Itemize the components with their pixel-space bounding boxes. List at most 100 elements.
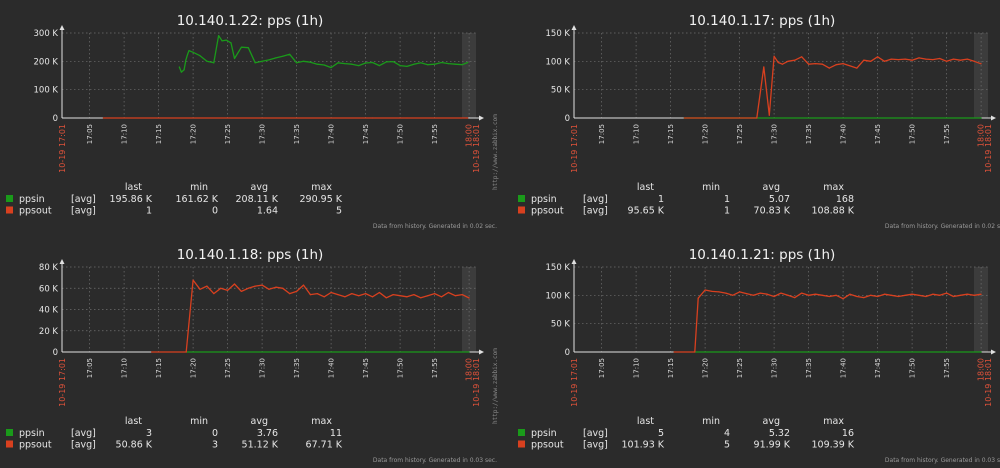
data-point-ppsout bbox=[814, 63, 817, 65]
data-point-ppsout bbox=[959, 294, 961, 296]
generated-time: Generated in 0.03 sec. bbox=[939, 457, 1000, 464]
y-tick-label: 0 bbox=[565, 114, 570, 124]
y-tick-label: 60 K bbox=[39, 284, 59, 294]
legend-agg: [avg] bbox=[71, 440, 96, 451]
data-point-ppsout bbox=[849, 65, 851, 67]
data-point-ppsin bbox=[221, 40, 223, 42]
legend-value-max: 16 bbox=[842, 428, 854, 439]
legend-value-last: 1 bbox=[146, 206, 152, 217]
data-point-ppsout bbox=[151, 351, 153, 353]
x-tick-label: 17:25 bbox=[224, 358, 232, 378]
legend-value-max: 168 bbox=[836, 194, 854, 205]
data-point-ppsout bbox=[781, 63, 783, 65]
x-tick-label: 17:15 bbox=[155, 124, 163, 144]
data-point-ppsout bbox=[711, 290, 713, 292]
x-tick-label: 17:20 bbox=[702, 124, 710, 144]
data-point-ppsout bbox=[814, 293, 817, 295]
data-point-ppsin bbox=[261, 60, 263, 62]
y-tick-label: 100 K bbox=[546, 57, 571, 67]
legend-value-avg: 70.83 K bbox=[754, 206, 791, 217]
y-tick-label: 80 K bbox=[39, 263, 59, 273]
legend-name: ppsin bbox=[531, 428, 557, 439]
legend-value-last: 50.86 K bbox=[116, 440, 153, 451]
data-point-ppsout bbox=[877, 56, 879, 58]
data-point-ppsout bbox=[365, 293, 367, 295]
data-point-ppsout bbox=[980, 293, 982, 295]
legend-value-max: 290.95 K bbox=[300, 194, 343, 205]
legend-swatch-ppsin bbox=[6, 195, 13, 202]
data-point-ppsout bbox=[399, 295, 401, 297]
data-point-ppsout bbox=[973, 60, 975, 62]
data-point-ppsout bbox=[911, 59, 913, 61]
data-point-ppsout bbox=[206, 285, 208, 287]
generated-time: Generated in 0.02 sec. bbox=[939, 223, 1000, 230]
legend-header-last: last bbox=[125, 182, 142, 193]
data-point-ppsin bbox=[323, 64, 325, 66]
y-tick-label: 150 K bbox=[546, 263, 571, 273]
data-point-ppsout bbox=[102, 117, 104, 119]
x-tick-label: 17:10 bbox=[121, 358, 129, 378]
data-point-ppsout bbox=[247, 287, 249, 289]
legend-swatch-ppsin bbox=[6, 429, 13, 436]
data-point-ppsin bbox=[434, 63, 436, 65]
legend-name: ppsout bbox=[19, 440, 52, 451]
x-tick-label: 17:05 bbox=[598, 358, 606, 378]
data-point-ppsout bbox=[739, 291, 741, 293]
data-point-ppsout bbox=[185, 351, 187, 353]
no-data-shade bbox=[462, 33, 476, 118]
graph-title: 10.140.1.17: pps (1h) bbox=[689, 13, 836, 29]
data-point-ppsout bbox=[808, 63, 810, 65]
x-start-label: 10-19 17:01 bbox=[570, 124, 579, 173]
data-point-ppsout bbox=[385, 297, 387, 299]
x-tick-label: 17:35 bbox=[293, 358, 301, 378]
data-point-ppsout bbox=[261, 284, 263, 286]
data-point-ppsout bbox=[980, 63, 982, 65]
data-point-ppsin bbox=[206, 60, 208, 62]
data-point-ppsout bbox=[756, 117, 758, 119]
data-point-ppsout bbox=[694, 351, 696, 353]
data-point-ppsin bbox=[385, 61, 387, 63]
legend-value-min: 1 bbox=[724, 194, 730, 205]
legend-swatch-ppsin bbox=[518, 429, 525, 436]
data-point-ppsout bbox=[330, 291, 332, 294]
x-axis-arrow-icon bbox=[479, 349, 484, 355]
data-point-ppsin bbox=[337, 62, 339, 64]
legend-header-avg: avg bbox=[251, 416, 268, 427]
data-point-ppsout bbox=[773, 55, 775, 57]
data-point-ppsout bbox=[828, 295, 830, 298]
y-tick-label: 100 K bbox=[34, 86, 59, 96]
data-point-ppsout bbox=[768, 114, 770, 116]
data-point-ppsout bbox=[316, 293, 318, 295]
data-point-ppsin bbox=[980, 117, 982, 119]
data-point-ppsout bbox=[918, 294, 920, 296]
no-data-shade bbox=[974, 267, 988, 352]
data-point-ppsin bbox=[330, 67, 332, 69]
data-point-ppsout bbox=[883, 293, 886, 295]
data-point-ppsin bbox=[180, 71, 182, 73]
series-line-ppsout bbox=[674, 289, 982, 353]
y-axis-arrow-icon bbox=[571, 25, 577, 30]
generated-note: Data from history. Generated in 0.02 sec… bbox=[373, 223, 497, 230]
data-point-ppsin bbox=[199, 55, 201, 57]
legend-agg: [avg] bbox=[583, 428, 608, 439]
graph-panel-4: 10.140.1.21: pps (1h) 0 50 K 100 K 150 K 17:0… bbox=[518, 247, 1000, 464]
x-end-label: 10-19 18:01 bbox=[984, 358, 993, 407]
data-point-ppsout bbox=[890, 58, 892, 60]
data-point-ppsout bbox=[794, 59, 796, 61]
legend-value-min: 4 bbox=[724, 428, 730, 439]
x-tick-label: 17:50 bbox=[397, 124, 405, 144]
data-point-ppsout bbox=[932, 293, 934, 295]
data-point-ppsout bbox=[227, 289, 229, 291]
data-point-ppsin bbox=[427, 64, 429, 66]
legend-value-min: 0 bbox=[212, 206, 218, 217]
legend-agg: [avg] bbox=[583, 440, 608, 451]
data-point-ppsout bbox=[952, 295, 955, 298]
legend-header-min: min bbox=[190, 416, 208, 427]
data-point-ppsin bbox=[302, 60, 305, 62]
data-point-ppsout bbox=[821, 63, 823, 65]
x-tick-label: 17:35 bbox=[805, 358, 813, 378]
legend-value-last: 5 bbox=[658, 428, 664, 439]
data-point-ppsout bbox=[759, 292, 761, 294]
data-point-ppsin bbox=[282, 55, 284, 57]
x-tick-label: 17:10 bbox=[633, 358, 641, 378]
